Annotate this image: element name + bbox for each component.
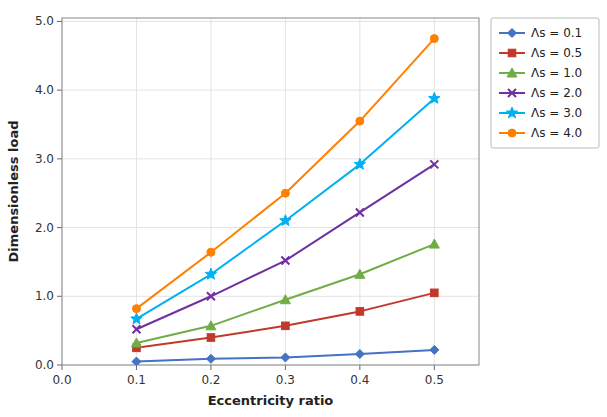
chart: 0.0 0.1 0.2 0.3 0.4 0.5 0.0 1.0 2.0 3.0 4.0 5.0 Ecce… [0, 0, 607, 417]
point [431, 289, 439, 297]
legend-label: Λs = 3.0 [531, 106, 582, 120]
grid-line [62, 90, 479, 91]
series [131, 92, 440, 323]
plot-frame [62, 18, 479, 365]
legend-label: Λs = 0.1 [531, 26, 582, 40]
series [133, 289, 438, 352]
tick-mark [359, 365, 360, 370]
point [207, 248, 215, 256]
point [281, 353, 290, 362]
tick-label: 0.0 [52, 373, 71, 387]
series [132, 35, 438, 313]
point [356, 117, 364, 125]
grid-line [210, 18, 211, 365]
point [131, 313, 142, 324]
tick-label: 4.0 [35, 83, 54, 97]
legend: Λs = 0.1 Λs = 0.5 Λs = 1.0 Λs = 2.0 Λs = 3.0… [491, 18, 599, 148]
line [136, 244, 434, 343]
tick-mark [136, 365, 137, 370]
point [429, 239, 439, 248]
series [132, 160, 438, 333]
x-axis-label: Eccentricity ratio [208, 393, 334, 408]
series [132, 345, 439, 365]
tick-mark [57, 158, 62, 159]
tick-mark [434, 365, 435, 370]
point [356, 308, 364, 316]
legend-marker [508, 49, 516, 57]
tick-label: 0.5 [425, 373, 444, 387]
point [282, 322, 290, 330]
point [354, 158, 365, 169]
point [430, 35, 438, 43]
grid-line [434, 18, 435, 365]
point [132, 325, 140, 333]
legend-label: Λs = 4.0 [531, 126, 582, 140]
legend-frame [491, 18, 599, 148]
point [430, 345, 439, 354]
tick-label: 2.0 [35, 221, 54, 235]
tick-mark [57, 21, 62, 22]
tick-mark [57, 90, 62, 91]
tick-label: 0.0 [35, 358, 54, 372]
tick-mark [57, 296, 62, 297]
point [207, 334, 215, 342]
tick-mark [57, 365, 62, 366]
axes: 0.0 0.1 0.2 0.3 0.4 0.5 0.0 1.0 2.0 3.0 4.0 5.0 [35, 14, 479, 387]
legend-label: Λs = 2.0 [531, 86, 582, 100]
point [280, 295, 290, 304]
point [355, 269, 365, 278]
legend-marker [506, 107, 517, 118]
tick-mark [57, 227, 62, 228]
grid-line [62, 158, 479, 159]
plot-area [131, 35, 440, 365]
grid [62, 18, 479, 365]
point [281, 189, 289, 197]
tick-label: 0.4 [350, 373, 369, 387]
line [136, 98, 434, 319]
grid-line [62, 227, 479, 228]
line [136, 164, 434, 329]
point [207, 292, 215, 300]
tick-mark [285, 365, 286, 370]
tick-label: 0.2 [201, 373, 220, 387]
legend-marker [508, 129, 516, 137]
point [206, 354, 215, 363]
legend-marker [508, 89, 516, 97]
series [131, 239, 439, 347]
line [136, 39, 434, 309]
point [206, 321, 216, 330]
legend-marker [507, 68, 517, 77]
tick-mark [210, 365, 211, 370]
tick-label: 0.1 [127, 373, 146, 387]
point [281, 257, 289, 265]
legend-label: Λs = 1.0 [531, 66, 582, 80]
tick-label: 5.0 [35, 14, 54, 28]
tick-mark [62, 365, 63, 370]
point [356, 208, 364, 216]
legend-label: Λs = 0.5 [531, 46, 582, 60]
tick-label: 3.0 [35, 152, 54, 166]
point [132, 305, 140, 313]
point [355, 350, 364, 359]
y-axis-label: Dimensionless load [6, 121, 21, 263]
point [131, 338, 141, 347]
tick-label: 1.0 [35, 289, 54, 303]
point [280, 215, 291, 226]
point [430, 160, 438, 168]
tick-label: 0.3 [276, 373, 295, 387]
legend-marker [508, 29, 517, 38]
line [136, 293, 434, 348]
line [136, 350, 434, 362]
point [205, 268, 216, 279]
point [132, 357, 141, 365]
point [429, 92, 440, 103]
grid-line [62, 21, 479, 22]
